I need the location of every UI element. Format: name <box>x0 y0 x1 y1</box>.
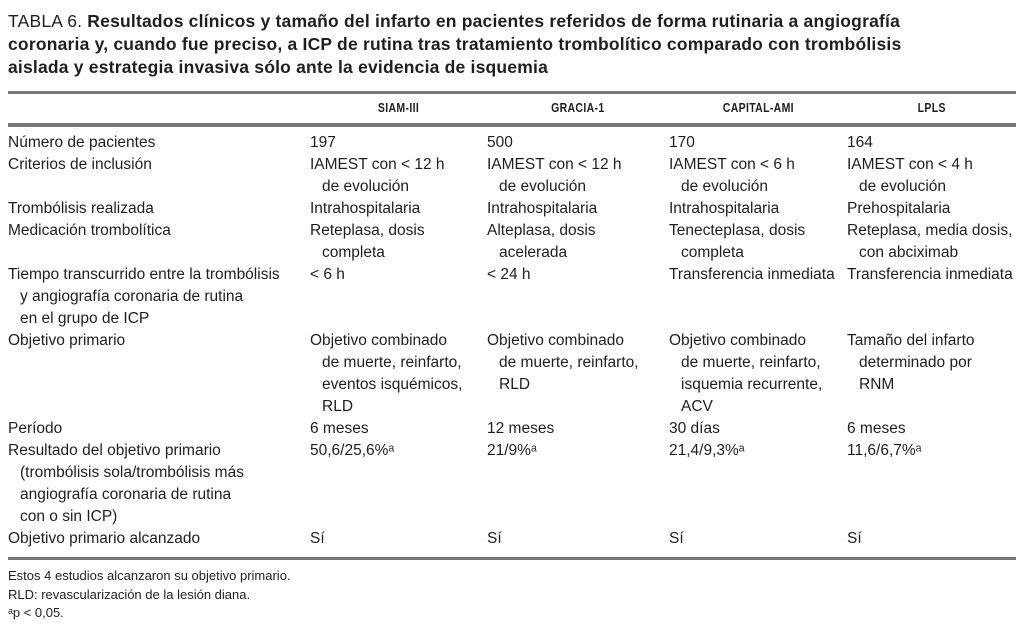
cell: Transferencia inmediata <box>669 266 835 283</box>
cell: 12 meses <box>487 420 555 437</box>
results-table: SIAM-III GRACIA-1 CAPITAL-AMI LPLS Númer… <box>8 91 1016 560</box>
cell: 50,6/25,6%ᵃ <box>310 442 395 459</box>
row-label: Resultado del objetivo primario (trombóli… <box>8 442 244 525</box>
table-label: TABLA 6. <box>8 11 83 31</box>
table-row: Objetivo primario alcanzado Sí Sí Sí Sí <box>8 528 1016 559</box>
table-row: Tiempo transcurrido entre la trombólisis… <box>8 264 1016 330</box>
cell: IAMEST con < 6 h de evolución <box>669 156 795 195</box>
cell: Reteplasa, dosis completa <box>310 222 425 261</box>
row-label: Número de pacientes <box>8 134 156 151</box>
table-row: Resultado del objetivo primario (trombóli… <box>8 440 1016 528</box>
column-header-capital-ami: CAPITAL-AMI <box>669 92 847 127</box>
row-label: Medicación trombolítica <box>8 222 171 239</box>
caption-line-2: coronaria y, cuando fue preciso, a ICP d… <box>8 34 902 54</box>
column-header-lpls: LPLS <box>847 92 1016 127</box>
cell: 6 meses <box>310 420 369 437</box>
row-label: Criterios de inclusión <box>8 156 152 173</box>
cell: Reteplasa, media dosis, con abciximab <box>847 222 1013 261</box>
column-header-label: CAPITAL-AMI <box>722 101 794 115</box>
cell: Tamaño del infarto determinado por RNM <box>847 332 975 393</box>
cell: 170 <box>669 134 695 151</box>
cell: Objetivo combinado de muerte, reinfarto, R… <box>487 332 639 393</box>
table-row: Medicación trombolítica Reteplasa, dosis… <box>8 220 1016 264</box>
cell: Transferencia inmediata <box>847 266 1013 283</box>
cell: IAMEST con < 4 h de evolución <box>847 156 973 195</box>
cell: IAMEST con < 12 h de evolución <box>487 156 622 195</box>
row-label: Objetivo primario <box>8 332 126 349</box>
cell: 21/9%ᵃ <box>487 442 537 459</box>
footnote-3: ᵃp < 0,05. <box>8 605 64 620</box>
cell: Alteplasa, dosis acelerada <box>487 222 596 261</box>
column-header-label: GRACIA-1 <box>551 101 605 115</box>
corner-cell <box>8 92 310 127</box>
table-row: Criterios de inclusión IAMEST con < 12 h… <box>8 154 1016 198</box>
column-header-siam-iii: SIAM-III <box>310 92 487 127</box>
column-header-label: SIAM-III <box>377 101 420 115</box>
cell: Intrahospitalaria <box>310 200 421 217</box>
cell: 11,6/6,7%ᵃ <box>847 442 922 459</box>
cell: Sí <box>487 530 502 547</box>
table-row: Trombólisis realizada Intrahospitalaria … <box>8 198 1016 220</box>
caption-line-1: TABLA 6. Resultados clínicos y tamaño de… <box>8 10 1016 33</box>
cell: 197 <box>310 134 336 151</box>
cell: Tenecteplasa, dosis completa <box>669 222 806 261</box>
header-row: SIAM-III GRACIA-1 CAPITAL-AMI LPLS <box>8 92 1016 127</box>
row-label: Período <box>8 420 63 437</box>
cell: Prehospitalaria <box>847 200 951 217</box>
cell: Objetivo combinado de muerte, reinfarto, e… <box>310 332 463 415</box>
footnote-2: RLD: revascularización de la lesión dian… <box>8 586 251 602</box>
table-caption: TABLA 6. Resultados clínicos y tamaño de… <box>8 10 1016 79</box>
table-row: Número de pacientes 197 500 170 164 <box>8 125 1016 154</box>
footnotes: Estos 4 estudios alcanzaron su objetivo … <box>8 567 1016 625</box>
cell: 500 <box>487 134 513 151</box>
cell: 6 meses <box>847 420 906 437</box>
footnote-1: Estos 4 estudios alcanzaron su objetivo … <box>8 568 291 583</box>
cell: Sí <box>847 530 862 547</box>
cell: Intrahospitalaria <box>487 200 598 217</box>
cell: Sí <box>669 530 684 547</box>
column-header-gracia-1: GRACIA-1 <box>487 92 669 127</box>
caption-text-1: Resultados clínicos y tamaño del infarto… <box>87 11 901 31</box>
row-label: Tiempo transcurrido entre la trombólisis… <box>8 266 280 327</box>
column-header-label: LPLS <box>917 101 946 115</box>
cell: < 24 h <box>487 266 531 283</box>
cell: Sí <box>310 530 325 547</box>
cell: Objetivo combinado de muerte, reinfarto, i… <box>669 332 823 415</box>
cell: Intrahospitalaria <box>669 200 780 217</box>
cell: 21,4/9,3%ᵃ <box>669 442 745 459</box>
table-row: Período 6 meses 12 meses 30 días 6 meses <box>8 418 1016 440</box>
row-label: Objetivo primario alcanzado <box>8 530 201 547</box>
cell: 164 <box>847 134 873 151</box>
table-row: Objetivo primario Objetivo combinado de m… <box>8 330 1016 418</box>
caption-line-3: aislada y estrategia invasiva sólo ante … <box>8 57 548 77</box>
row-label: Trombólisis realizada <box>8 200 154 217</box>
cell: 30 días <box>669 420 720 437</box>
cell: IAMEST con < 12 h de evolución <box>310 156 445 195</box>
cell: < 6 h <box>310 266 345 283</box>
